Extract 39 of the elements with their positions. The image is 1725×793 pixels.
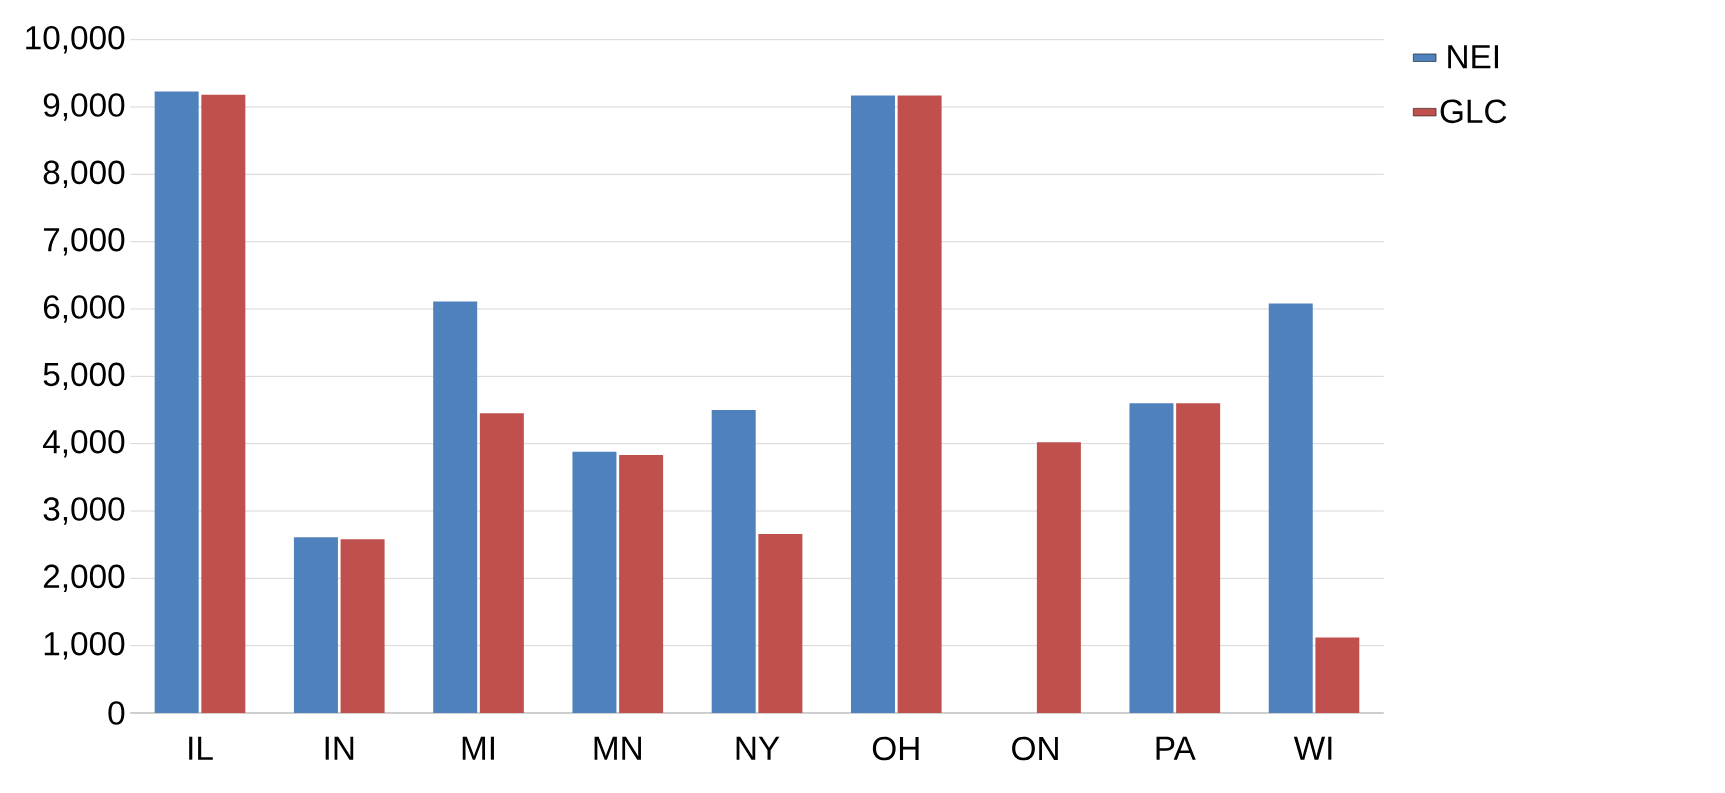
x-tick-label: MI [462,736,494,760]
bar [711,410,756,713]
y-tick-label: 1,000 [44,631,125,660]
bar [1129,403,1174,713]
legend-label: GLC [1440,99,1507,124]
y-tick-label: 8,000 [43,160,125,189]
bar [1315,637,1360,713]
bar [433,301,478,713]
bar [758,533,803,713]
y-tick-label: 6,000 [43,295,125,323]
x-tick-label: WI [1293,736,1332,760]
y-tick-label: 0 [108,701,125,725]
bar [201,94,246,713]
x-tick-label: ON [1012,736,1058,761]
bar [619,455,664,713]
x-tick-label: OH [872,736,919,761]
y-tick-label: 10,000 [26,25,125,54]
x-tick-label: MN [594,736,641,760]
x-tick-label: NY [736,736,780,760]
x-tick-label: PA [1156,736,1196,760]
bar [154,91,199,713]
bar [572,451,617,713]
y-tick-label: 2,000 [43,564,125,593]
y-tick-label: 4,000 [43,429,125,458]
bar [1036,442,1081,713]
x-tick-label: IN [325,736,354,760]
bar [897,95,942,713]
bar [340,539,385,713]
x-tick-label: IL [189,736,213,760]
bar [1268,303,1313,713]
y-tick-label: 3,000 [43,497,125,525]
y-tick-label: 7,000 [43,227,125,256]
bar [293,537,338,713]
bar [479,413,524,713]
y-tick-label: 9,000 [43,93,125,121]
bar [850,95,895,713]
legend-label: NEI [1448,45,1498,69]
bar [1176,403,1221,713]
y-tick-label: 5,000 [43,362,125,391]
